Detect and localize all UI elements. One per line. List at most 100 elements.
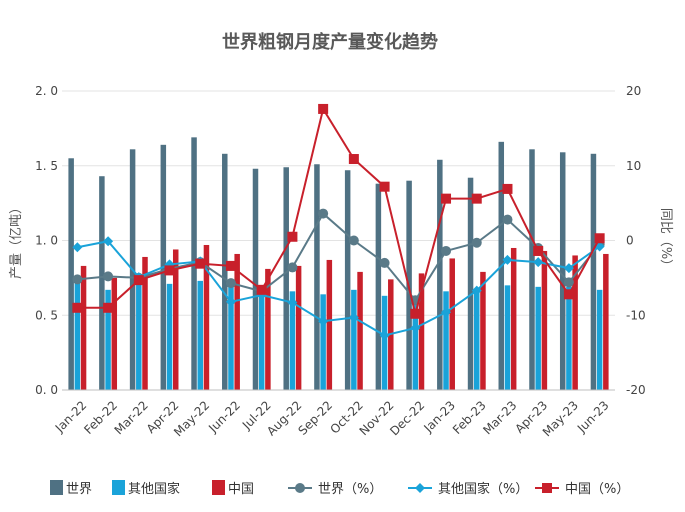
bar-china <box>418 273 425 390</box>
point-china-yoy <box>502 183 513 194</box>
y-axis-label: 产量（亿吨） <box>9 201 24 279</box>
bar-others <box>596 289 603 390</box>
point-others-yoy <box>471 285 482 296</box>
point-others-yoy <box>72 242 83 253</box>
y2-axis-label: 同比（%） <box>658 208 673 272</box>
point-world-yoy <box>348 235 359 246</box>
x-tick-label: Mar-22 <box>112 398 151 437</box>
bar-others <box>566 286 572 390</box>
bar-china <box>480 271 486 390</box>
legend-world-yoy[interactable]: 世界（%） <box>288 482 382 497</box>
point-others-yoy <box>103 236 114 247</box>
point-others-yoy <box>318 316 329 327</box>
bar-others <box>105 289 111 390</box>
point-china-yoy <box>72 302 83 313</box>
bar-china <box>357 271 363 390</box>
bar-china <box>142 256 148 390</box>
legend-others-label: 其他国家 <box>128 481 180 497</box>
bar-world <box>68 158 74 390</box>
legend-china-label: 中国 <box>228 482 254 497</box>
legend-others-yoy[interactable]: 其他国家（%） <box>408 481 528 497</box>
legend-others[interactable]: 其他国家 <box>112 480 180 497</box>
point-others-yoy <box>563 263 574 274</box>
y2-tick-label: 10 <box>626 159 641 173</box>
line-china-yoy <box>77 106 601 315</box>
bar-china <box>510 247 517 390</box>
x-tick-label: Jun-22 <box>205 398 243 436</box>
x-tick-label: Sep-22 <box>295 398 335 438</box>
point-china-yoy <box>563 289 574 300</box>
x-tick-label: Jun-23 <box>574 398 612 436</box>
y-tick-label: 1. 0 <box>35 234 58 248</box>
point-world-yoy <box>72 274 83 285</box>
point-china-yoy <box>133 275 144 286</box>
bar-world <box>375 183 382 390</box>
bar-others <box>197 280 203 390</box>
bar-china <box>449 258 455 390</box>
bar-china <box>603 253 609 390</box>
chart-title: 世界粗钢月度产量变化趋势 <box>222 31 438 53</box>
y2-tick-label: 20 <box>626 84 641 98</box>
bar-world <box>99 176 105 390</box>
bar-world <box>590 153 597 390</box>
point-china-yoy <box>225 260 236 271</box>
point-china-yoy <box>379 181 390 192</box>
point-others-yoy <box>502 254 513 265</box>
legend-world-yoy-label: 世界（%） <box>318 482 382 497</box>
bar-others <box>412 295 419 390</box>
legend-others-yoy-label: 其他国家（%） <box>438 481 528 497</box>
point-world-yoy <box>225 278 236 289</box>
point-china-yoy <box>164 265 175 276</box>
bar-others <box>474 291 480 390</box>
bar-china <box>265 268 271 390</box>
point-world-yoy <box>563 277 574 288</box>
bar-others <box>535 286 541 390</box>
legend-china-yoy[interactable]: 中国（%） <box>535 482 629 497</box>
bar-world <box>467 177 474 390</box>
point-others-yoy <box>379 330 390 341</box>
bar-china <box>572 255 578 390</box>
point-others-yoy <box>225 296 236 307</box>
y-tick-label: 0. 5 <box>35 308 58 322</box>
bar-others <box>258 289 265 390</box>
y-tick-label: 1. 5 <box>35 159 58 173</box>
bar-world <box>222 153 228 390</box>
bar-china <box>234 253 240 390</box>
legend-world[interactable]: 世界 <box>50 480 92 497</box>
point-world-yoy <box>103 271 114 282</box>
y2-tick-label: -10 <box>626 308 646 322</box>
y2-tick-label: 0 <box>626 234 634 248</box>
point-china-yoy <box>287 231 298 242</box>
y2-tick-label: -20 <box>626 383 646 397</box>
bar-china <box>111 277 118 390</box>
bar-world <box>529 149 535 390</box>
y-tick-label: 0. 0 <box>35 383 58 397</box>
x-tick-label: Aug-22 <box>264 398 304 438</box>
point-china-yoy <box>594 233 605 244</box>
bar-world <box>437 159 443 390</box>
legend-china-yoy-label: 中国（%） <box>565 482 629 497</box>
point-china-yoy <box>348 154 359 165</box>
bar-others <box>504 285 511 390</box>
lines <box>72 103 605 341</box>
point-world-yoy <box>318 208 329 219</box>
legend-others-yoy-marker <box>415 483 425 493</box>
point-world-yoy <box>287 262 298 273</box>
point-china-yoy <box>318 103 329 114</box>
bar-others <box>351 289 357 390</box>
bar-world <box>314 164 320 390</box>
bar-world <box>252 168 259 390</box>
bar-china <box>295 265 302 390</box>
point-world-yoy <box>379 257 390 268</box>
legend-china[interactable]: 中国 <box>212 480 254 497</box>
legend[interactable]: 世界 其他国家 中国 世界（%） 其他国家（%） 中国（%） <box>50 480 629 497</box>
point-others-yoy <box>533 257 544 268</box>
legend-china-swatch <box>212 480 225 495</box>
point-china-yoy <box>256 284 267 295</box>
bar-world <box>344 170 351 390</box>
bar-china <box>172 249 179 390</box>
point-china-yoy <box>410 308 421 319</box>
bar-others <box>74 277 81 390</box>
bar-china <box>80 265 87 390</box>
